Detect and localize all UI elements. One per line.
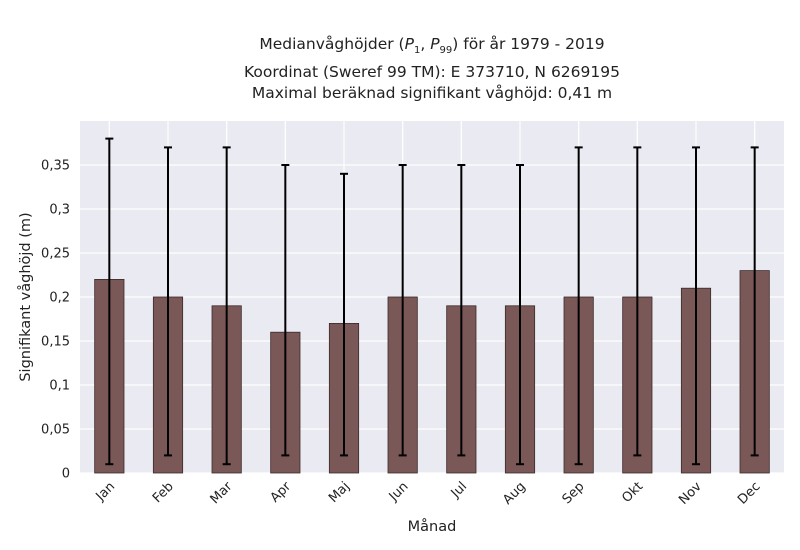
y-axis-label: Signifikant våghöjd (m) — [17, 212, 34, 381]
x-tick-label: Sep — [560, 479, 588, 507]
x-tick-label: Apr — [268, 479, 295, 506]
x-tick-label: Feb — [150, 479, 177, 506]
x-tick-label: Mar — [208, 479, 236, 507]
y-tick-label: 0,25 — [41, 247, 70, 262]
y-tick-labels: 0 0,05 0,1 0,15 0,2 0,25 0,3 0,35 — [41, 159, 70, 482]
x-tick-label: Nov — [676, 479, 705, 508]
x-tick-labels: Jan Feb Mar Apr Maj Jun Jul Aug Sep Okt Nov Dec — [93, 479, 764, 508]
x-tick-label: Jun — [386, 479, 412, 505]
error-bars-group — [105, 137, 759, 466]
y-tick-label: 0,05 — [41, 423, 70, 438]
x-tick-label: Dec — [735, 479, 763, 507]
x-tick-label: Okt — [619, 479, 646, 506]
y-tick-label: 0,3 — [49, 203, 70, 218]
y-tick-label: 0,15 — [41, 335, 70, 350]
y-tick-label: 0,35 — [41, 159, 70, 174]
y-tick-label: 0,2 — [49, 291, 70, 306]
x-tick-label: Aug — [500, 479, 529, 508]
x-axis-label: Månad — [408, 518, 457, 535]
y-tick-label: 0 — [62, 467, 70, 482]
x-tick-label: Maj — [326, 479, 353, 506]
x-tick-label: Jul — [448, 479, 470, 501]
chart-title: Medianvåghöjder (P1, P99) för år 1979 - … — [259, 35, 605, 57]
chart-title-block: Medianvåghöjder (P1, P99) för år 1979 - … — [80, 34, 784, 105]
y-tick-label: 0,1 — [49, 379, 70, 394]
x-tick-label: Jan — [93, 479, 118, 504]
chart-subtitle-max-height: Maximal beräknad signifikant våghöjd: 0,… — [251, 84, 613, 103]
chart-subtitle-coordinates: Koordinat (Sweref 99 TM): E 373710, N 62… — [244, 62, 620, 81]
